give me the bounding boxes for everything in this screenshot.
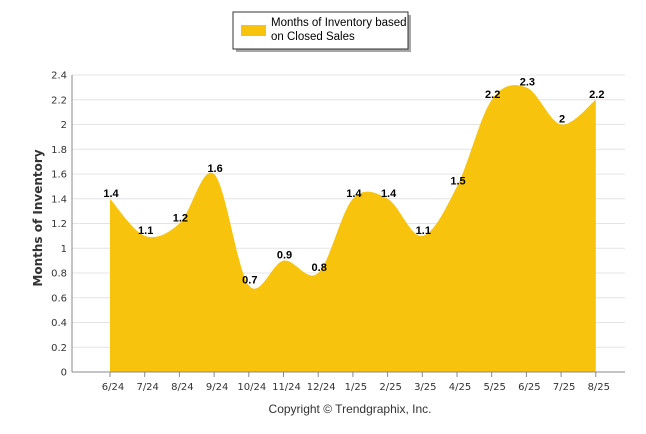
- x-tick-labels: 6/24 7/24 8/24 9/24 10/24 11/24 12/24 1/25 2/25 3…: [102, 382, 610, 393]
- data-label: 1.4: [381, 188, 397, 200]
- copyright-footer: Copyright © Trendgraphix, Inc.: [269, 402, 432, 416]
- data-label: 2.2: [589, 89, 604, 101]
- data-label: 1.1: [138, 225, 153, 237]
- legend: Months of Inventory based on Closed Sale…: [232, 11, 411, 52]
- x-tick-label: 6/25: [518, 382, 540, 393]
- area-fill: [110, 85, 596, 373]
- x-tick-label: 7/24: [136, 382, 158, 393]
- data-label: 2: [559, 114, 565, 126]
- data-label: 1.5: [450, 175, 465, 187]
- y-tick-label: 1.4: [51, 194, 67, 205]
- x-tick-label: 7/25: [553, 382, 575, 393]
- data-label: 2.2: [485, 89, 500, 101]
- y-tick-label: 2.2: [51, 95, 67, 106]
- y-tick-labels: 0 0.2 0.4 0.6 0.8 1 1.2 1.4 1.6 1.8 2 2.2 2.4: [51, 71, 67, 379]
- x-tick-label: 4/25: [449, 382, 471, 393]
- y-tick-label: 2.4: [51, 71, 67, 82]
- y-tick-label: 0: [61, 368, 67, 379]
- y-tick-label: 0.4: [51, 318, 67, 329]
- y-tick-label: 1.6: [51, 170, 67, 181]
- data-label: 0.9: [277, 250, 292, 262]
- data-label: 1.1: [416, 225, 431, 237]
- data-label: 1.2: [173, 213, 188, 225]
- x-tick-label: 5/25: [483, 382, 505, 393]
- data-label: 1.4: [346, 188, 362, 200]
- x-tick-label: 2/25: [379, 382, 401, 393]
- y-tick-label: 1.8: [51, 145, 67, 156]
- x-tick-label: 11/24: [272, 382, 301, 393]
- x-tick-label: 10/24: [237, 382, 266, 393]
- y-axis-title: Months of Inventory: [31, 149, 45, 286]
- area-series: [110, 85, 596, 373]
- axes: [71, 75, 625, 377]
- y-tick-label: 0.2: [51, 343, 67, 354]
- x-tick-label: 1/25: [345, 382, 367, 393]
- data-label: 1.6: [207, 163, 222, 175]
- x-tick-label: 8/24: [171, 382, 193, 393]
- x-tick-label: 6/24: [102, 382, 124, 393]
- y-tick-label: 1: [61, 244, 67, 255]
- y-tick-label: 2: [61, 120, 67, 131]
- x-tick-label: 12/24: [307, 382, 336, 393]
- y-tick-label: 1.2: [51, 219, 67, 230]
- data-labels: 1.4 1.1 1.2 1.6 0.7 0.9 0.8 1.4 1.4 1.1 1.5 2.2 2.3 2…: [103, 76, 604, 286]
- data-label: 0.7: [242, 274, 257, 286]
- x-tick-label: 3/25: [414, 382, 436, 393]
- data-label: 1.4: [103, 188, 119, 200]
- x-tick-label: 9/24: [206, 382, 228, 393]
- legend-line-2: on Closed Sales: [271, 31, 355, 43]
- y-tick-label: 0.8: [51, 269, 67, 280]
- data-label: 0.8: [312, 262, 327, 274]
- legend-swatch: [241, 25, 266, 36]
- legend-line-1: Months of Inventory based: [271, 17, 407, 29]
- x-tick-label: 8/25: [588, 382, 610, 393]
- data-label: 2.3: [520, 76, 535, 88]
- y-tick-label: 0.6: [51, 293, 67, 304]
